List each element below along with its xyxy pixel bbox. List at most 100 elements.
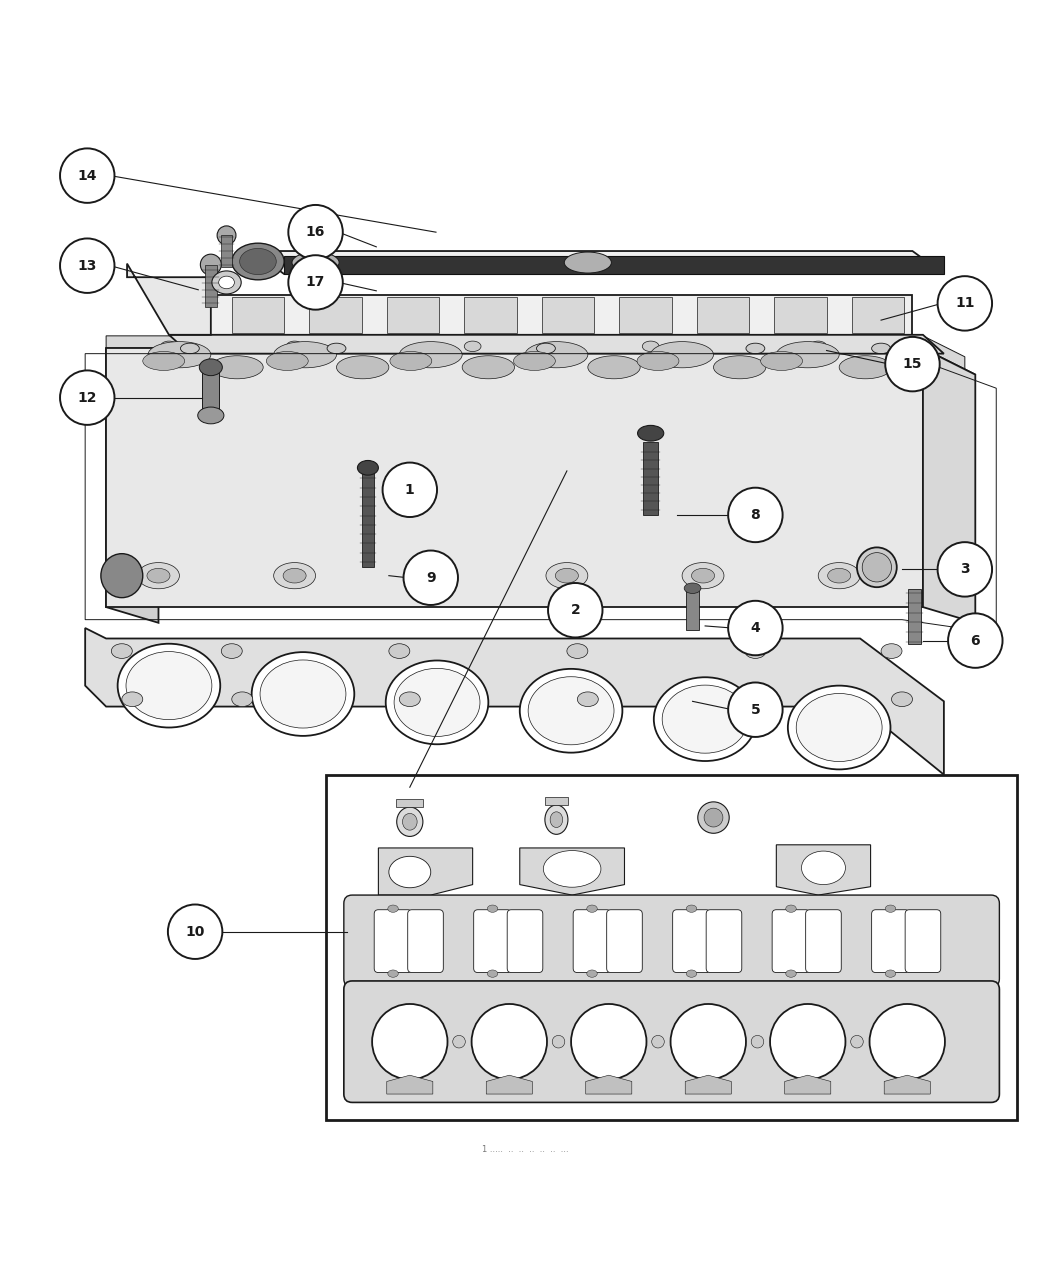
Ellipse shape	[138, 563, 180, 589]
Ellipse shape	[274, 563, 316, 589]
Ellipse shape	[126, 651, 212, 720]
FancyBboxPatch shape	[673, 909, 711, 973]
Polygon shape	[378, 848, 472, 895]
Ellipse shape	[643, 341, 659, 351]
Ellipse shape	[637, 425, 664, 441]
Text: 5: 5	[751, 702, 760, 716]
Polygon shape	[106, 336, 965, 369]
FancyBboxPatch shape	[374, 909, 412, 973]
Polygon shape	[232, 298, 285, 333]
Polygon shape	[222, 235, 232, 267]
Ellipse shape	[528, 677, 614, 744]
Polygon shape	[361, 472, 374, 567]
Ellipse shape	[564, 252, 611, 273]
Ellipse shape	[399, 692, 420, 706]
Ellipse shape	[287, 341, 303, 351]
Ellipse shape	[885, 971, 896, 977]
Ellipse shape	[801, 850, 845, 885]
Ellipse shape	[578, 692, 598, 706]
Circle shape	[728, 488, 782, 543]
Polygon shape	[852, 298, 904, 333]
Ellipse shape	[552, 593, 571, 612]
Text: 15: 15	[903, 358, 922, 372]
Polygon shape	[784, 1075, 831, 1094]
Ellipse shape	[387, 905, 398, 912]
Ellipse shape	[390, 351, 432, 370]
FancyBboxPatch shape	[805, 909, 841, 973]
FancyBboxPatch shape	[474, 909, 511, 973]
Polygon shape	[486, 1075, 532, 1094]
Ellipse shape	[546, 563, 588, 589]
Ellipse shape	[513, 351, 555, 370]
Ellipse shape	[244, 246, 284, 276]
Ellipse shape	[652, 1036, 665, 1048]
Text: 13: 13	[78, 259, 97, 273]
Text: 8: 8	[751, 508, 760, 522]
Polygon shape	[386, 1075, 433, 1094]
Ellipse shape	[525, 342, 588, 368]
Ellipse shape	[487, 905, 498, 912]
Circle shape	[938, 543, 992, 596]
Ellipse shape	[588, 356, 640, 379]
Ellipse shape	[788, 686, 890, 770]
Text: 17: 17	[306, 276, 326, 290]
Ellipse shape	[770, 1004, 845, 1079]
Ellipse shape	[682, 563, 723, 589]
Ellipse shape	[372, 1004, 447, 1079]
Polygon shape	[127, 263, 211, 335]
Polygon shape	[687, 590, 699, 630]
Ellipse shape	[181, 344, 200, 354]
Ellipse shape	[260, 660, 345, 728]
Ellipse shape	[487, 971, 498, 977]
Ellipse shape	[698, 802, 729, 834]
Circle shape	[168, 904, 223, 959]
FancyBboxPatch shape	[507, 909, 543, 973]
Circle shape	[938, 276, 992, 331]
Ellipse shape	[394, 668, 480, 737]
Ellipse shape	[143, 351, 185, 370]
Ellipse shape	[705, 808, 722, 827]
Ellipse shape	[218, 276, 234, 289]
Ellipse shape	[274, 342, 336, 368]
Ellipse shape	[671, 1004, 746, 1079]
Ellipse shape	[402, 813, 417, 830]
FancyBboxPatch shape	[407, 909, 443, 973]
Ellipse shape	[654, 677, 756, 761]
Ellipse shape	[387, 971, 398, 977]
Ellipse shape	[545, 805, 568, 834]
Ellipse shape	[537, 344, 555, 354]
Ellipse shape	[462, 356, 514, 379]
Ellipse shape	[714, 356, 765, 379]
Ellipse shape	[397, 807, 423, 836]
Ellipse shape	[520, 669, 623, 752]
FancyBboxPatch shape	[343, 895, 1000, 987]
Polygon shape	[396, 798, 423, 807]
Polygon shape	[586, 1075, 632, 1094]
Ellipse shape	[839, 356, 891, 379]
Ellipse shape	[651, 342, 714, 368]
Ellipse shape	[252, 653, 354, 736]
Polygon shape	[190, 295, 912, 335]
Text: 9: 9	[426, 571, 436, 585]
Polygon shape	[644, 442, 658, 515]
Circle shape	[885, 337, 940, 391]
FancyBboxPatch shape	[343, 981, 1000, 1102]
Ellipse shape	[111, 644, 132, 659]
Ellipse shape	[410, 563, 452, 589]
Ellipse shape	[212, 271, 242, 294]
Ellipse shape	[419, 568, 442, 584]
Ellipse shape	[101, 554, 143, 598]
Ellipse shape	[881, 644, 902, 659]
Ellipse shape	[328, 344, 345, 354]
Ellipse shape	[292, 252, 339, 273]
Ellipse shape	[118, 644, 220, 728]
Ellipse shape	[687, 971, 697, 977]
Polygon shape	[542, 298, 594, 333]
Ellipse shape	[464, 341, 481, 351]
FancyBboxPatch shape	[905, 909, 941, 973]
Polygon shape	[686, 1075, 731, 1094]
Text: 12: 12	[78, 391, 97, 405]
Text: 2: 2	[570, 603, 581, 617]
Ellipse shape	[760, 351, 802, 370]
Polygon shape	[106, 349, 975, 374]
